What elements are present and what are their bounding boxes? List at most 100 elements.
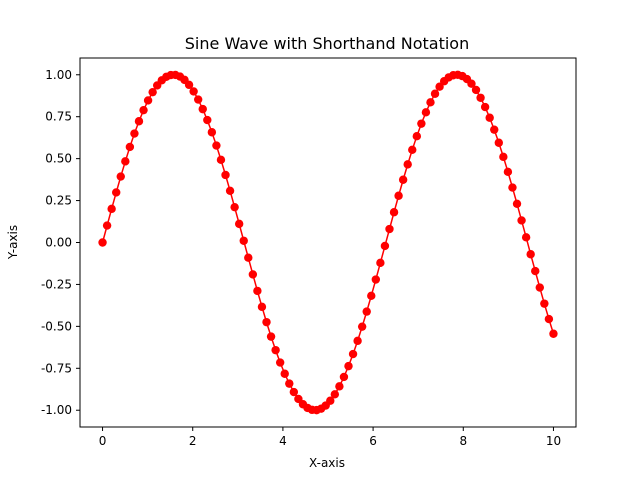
data-point-marker bbox=[408, 145, 417, 155]
data-point-marker bbox=[371, 275, 381, 284]
data-point-marker bbox=[130, 129, 139, 138]
data-point-marker bbox=[380, 241, 390, 251]
data-point-marker bbox=[480, 102, 490, 112]
data-point-marker bbox=[339, 372, 349, 382]
data-point-marker bbox=[189, 87, 198, 96]
x-tick-label: 4 bbox=[279, 434, 287, 448]
data-point-marker bbox=[348, 349, 358, 359]
y-tick-label: 1.00 bbox=[45, 68, 72, 82]
data-point-marker bbox=[280, 369, 289, 378]
data-point-marker bbox=[335, 382, 344, 391]
data-point-marker bbox=[494, 138, 503, 147]
data-point-marker bbox=[540, 299, 549, 308]
x-tick-label: 0 bbox=[99, 434, 107, 448]
data-point-marker bbox=[107, 204, 116, 214]
y-tick-label: -0.50 bbox=[41, 319, 72, 333]
data-point-marker bbox=[512, 199, 522, 208]
data-point-marker bbox=[125, 142, 135, 152]
data-point-marker bbox=[289, 387, 299, 397]
data-point-marker bbox=[112, 188, 121, 197]
data-point-marker bbox=[526, 250, 535, 259]
data-point-marker bbox=[121, 157, 130, 166]
data-point-marker bbox=[248, 270, 258, 279]
y-tick-label: 0.75 bbox=[45, 110, 72, 124]
data-point-marker bbox=[207, 128, 217, 137]
data-point-marker bbox=[193, 95, 203, 104]
data-point-marker bbox=[499, 152, 508, 162]
y-axis-ticks: 1.00 0.75 0.50 0.25 0.00 -0.25 -0.50 -0.75 -1.00 bbox=[41, 68, 80, 417]
data-point-marker bbox=[330, 390, 340, 399]
x-tick-label: 10 bbox=[546, 434, 561, 448]
data-point-marker bbox=[503, 167, 513, 177]
data-point-marker bbox=[239, 236, 248, 245]
x-tick-label: 2 bbox=[189, 434, 197, 448]
data-point-marker bbox=[412, 131, 422, 141]
y-tick-label: 0.25 bbox=[45, 194, 72, 208]
x-axis-ticks: 0 2 4 6 8 10 bbox=[99, 427, 561, 448]
y-tick-label: 0.00 bbox=[45, 236, 72, 250]
data-point-marker bbox=[244, 253, 253, 262]
data-point-marker bbox=[285, 379, 294, 388]
data-point-marker bbox=[230, 202, 239, 212]
data-point-marker bbox=[203, 115, 212, 125]
data-point-marker bbox=[221, 170, 230, 180]
y-tick-label: 0.50 bbox=[45, 152, 72, 166]
data-point-marker bbox=[184, 80, 194, 90]
data-point-marker bbox=[257, 302, 267, 312]
data-point-marker bbox=[275, 358, 285, 367]
data-point-marker bbox=[544, 314, 554, 324]
data-point-marker bbox=[517, 216, 526, 225]
data-point-marker bbox=[398, 175, 408, 184]
data-point-marker bbox=[262, 317, 271, 327]
data-point-marker bbox=[271, 345, 280, 355]
data-point-marker bbox=[353, 336, 362, 346]
x-axis-label: X-axis bbox=[309, 456, 345, 470]
y-tick-label: -0.25 bbox=[41, 277, 72, 291]
y-tick-label: -1.00 bbox=[41, 403, 72, 417]
data-point-marker bbox=[521, 233, 531, 242]
y-tick-label: -0.75 bbox=[41, 361, 72, 375]
data-point-marker bbox=[367, 291, 376, 301]
data-point-marker bbox=[549, 329, 558, 338]
data-point-marker bbox=[212, 141, 221, 150]
data-point-marker bbox=[531, 266, 540, 276]
data-point-marker bbox=[148, 87, 157, 97]
data-point-marker bbox=[471, 85, 481, 95]
data-point-marker bbox=[102, 221, 112, 230]
data-point-marker bbox=[389, 208, 399, 217]
data-point-marker bbox=[376, 258, 385, 268]
data-point-marker bbox=[426, 98, 435, 107]
data-point-marker bbox=[485, 113, 494, 122]
data-point-marker bbox=[326, 396, 335, 405]
data-point-marker bbox=[535, 283, 544, 292]
data-point-marker bbox=[216, 155, 226, 165]
data-point-marker bbox=[417, 119, 426, 128]
data-point-marker bbox=[266, 332, 276, 341]
plot-series bbox=[98, 70, 558, 415]
data-point-marker bbox=[139, 105, 148, 115]
data-point-marker bbox=[116, 172, 125, 181]
data-point-marker bbox=[344, 361, 353, 371]
axes-frame bbox=[79, 57, 577, 428]
data-point-marker bbox=[198, 104, 207, 114]
x-tick-label: 8 bbox=[459, 434, 467, 448]
data-point-marker bbox=[98, 238, 107, 247]
data-point-marker bbox=[467, 79, 476, 88]
chart-title: Sine Wave with Shorthand Notation bbox=[185, 34, 469, 53]
data-point-marker bbox=[508, 183, 517, 192]
data-point-marker bbox=[385, 224, 394, 234]
data-point-marker bbox=[134, 117, 144, 126]
data-point-marker bbox=[421, 108, 431, 117]
data-point-marker bbox=[394, 191, 403, 200]
data-point-marker bbox=[430, 89, 440, 98]
data-point-marker bbox=[234, 219, 244, 229]
data-point-marker bbox=[362, 307, 371, 316]
data-point-marker bbox=[490, 125, 499, 134]
data-point-marker bbox=[476, 93, 485, 102]
data-point-marker bbox=[357, 322, 367, 331]
data-point-marker bbox=[143, 96, 153, 105]
data-point-marker bbox=[253, 286, 262, 296]
data-point-marker bbox=[403, 160, 412, 169]
